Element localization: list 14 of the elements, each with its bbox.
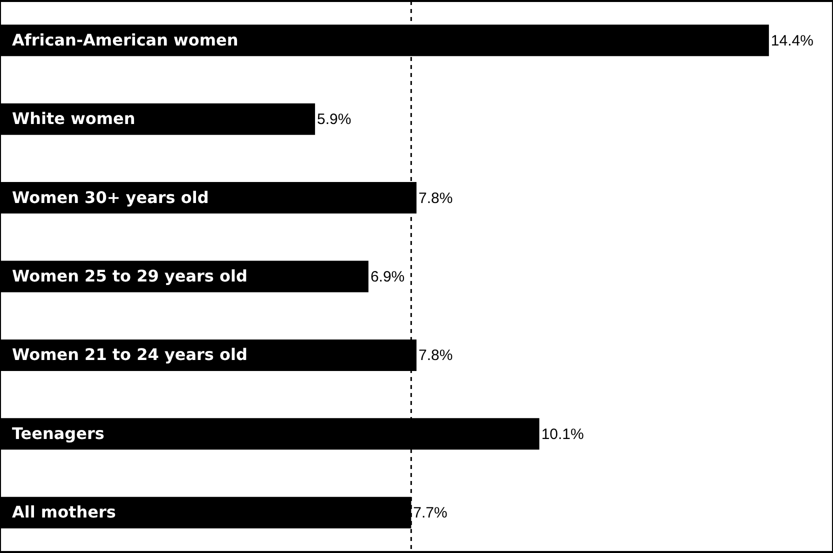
data-label: 6.9%: [370, 268, 405, 286]
y-tick-label: Women 25 to 29 years old: [12, 266, 248, 286]
data-label: 14.4%: [770, 32, 814, 50]
data-label: 5.9%: [317, 111, 352, 128]
y-tick-label: Women 30+ years old: [12, 188, 209, 207]
y-tick-label: Women 21 to 24 years old: [12, 345, 248, 364]
data-label: 7.8%: [418, 347, 453, 364]
y-tick-label: All mothers: [12, 502, 116, 522]
data-label: 7.7%: [413, 504, 448, 522]
y-tick-label: Teenagers: [12, 424, 104, 443]
y-tick-label: White women: [12, 109, 136, 128]
data-label: 10.1%: [541, 426, 584, 443]
y-tick-label: African-American women: [12, 30, 238, 50]
data-label: 7.8%: [418, 190, 453, 207]
